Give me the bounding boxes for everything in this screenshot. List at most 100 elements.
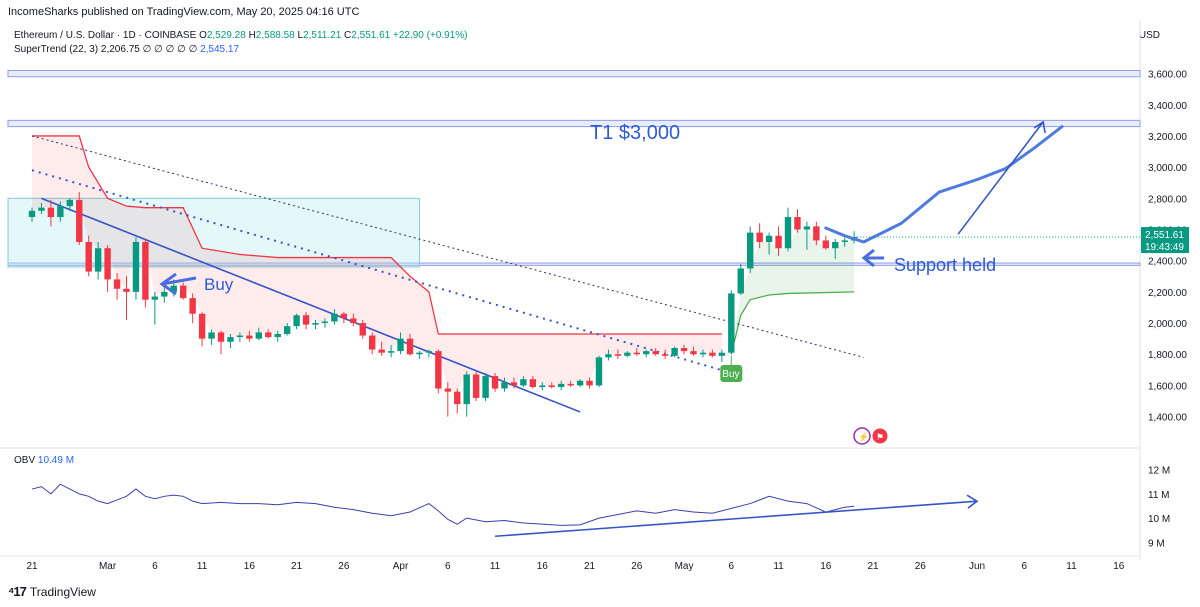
candle-body	[643, 351, 650, 355]
candle-body	[66, 199, 73, 207]
candle-body	[605, 354, 612, 358]
candle-body	[198, 313, 206, 339]
descending-trendline	[41, 197, 581, 413]
high-value: 2,588.58	[255, 30, 295, 41]
price-tick-label: 2,400.00	[1148, 257, 1187, 268]
candle-body	[794, 217, 801, 230]
close-value: 2,551.61	[351, 30, 391, 41]
candle-body	[369, 335, 376, 350]
lightning-glyph-icon: ⚡	[858, 431, 869, 443]
candle-body	[558, 383, 565, 387]
time-tick-label: 21	[26, 561, 38, 572]
obv-tick-label: 12 M	[1148, 466, 1170, 477]
supertrend-red-fill	[32, 135, 722, 392]
price-tick-label: 3,000.00	[1148, 163, 1187, 174]
candle-body	[293, 315, 300, 327]
candle-body	[151, 296, 159, 300]
time-tick-label: 16	[537, 561, 549, 572]
candle-body	[161, 291, 168, 297]
time-tick-label: 11	[1066, 561, 1077, 572]
candle-body	[775, 235, 782, 249]
candle-body	[387, 351, 395, 353]
close-label: C	[344, 30, 352, 41]
candle-body	[567, 383, 574, 386]
candle-body	[28, 210, 36, 218]
footer-brand[interactable]: ⁴17 TradingView	[8, 584, 96, 599]
candle-body	[765, 235, 773, 242]
buy-arrow-icon	[161, 276, 197, 286]
candle-body	[661, 354, 669, 356]
candle-body	[76, 199, 83, 242]
obv-tick-label: 10 M	[1148, 514, 1170, 525]
last-price-badge[interactable]	[1141, 227, 1189, 254]
time-tick-label: May	[675, 561, 694, 572]
candle-body	[501, 382, 508, 389]
time-tick-label: 21	[291, 561, 303, 572]
candle-body	[113, 279, 121, 289]
candle-body	[397, 338, 404, 352]
price-tick-label: 2,200.00	[1148, 288, 1187, 299]
candle-body	[784, 217, 792, 249]
price-tick-label: 1,600.00	[1148, 381, 1187, 392]
brand-name: TradingView	[29, 584, 96, 599]
supertrend-name[interactable]: SuperTrend (22, 3)	[14, 44, 99, 55]
time-tick-label: Mar	[99, 561, 117, 572]
time-tick-label: 11	[197, 561, 208, 572]
candle-body	[425, 351, 433, 353]
low-value: 2,511.21	[303, 30, 342, 41]
high-label: H	[248, 30, 256, 41]
obv-name[interactable]: OBV	[14, 455, 36, 466]
dotted-trendline-blue	[31, 169, 732, 374]
event-lightning-icon[interactable]	[853, 427, 871, 445]
obv-legend: OBV 10.49 M	[14, 455, 74, 466]
candle-body	[652, 351, 659, 355]
candle-body	[378, 349, 385, 353]
candle-body	[227, 337, 234, 342]
open-value: 2,529.28	[206, 30, 246, 41]
low-label: L	[297, 30, 304, 41]
candle-body	[265, 332, 272, 338]
candle-body	[189, 298, 196, 314]
candle-body	[520, 379, 527, 386]
candle-body	[832, 241, 839, 249]
target-annotation: T1 $3,000	[590, 122, 680, 144]
resistance-band-1	[7, 69, 1141, 78]
change-value: +22.90 (+0.91%)	[393, 30, 468, 41]
candle-body	[104, 248, 111, 280]
countdown-label: 19:43:49	[1145, 242, 1184, 253]
candle-body	[236, 335, 244, 338]
candle-body	[312, 323, 319, 325]
time-tick-label: Apr	[393, 561, 409, 572]
candle-body	[709, 352, 716, 356]
event-flag-icon[interactable]	[871, 427, 889, 445]
projection-arrow-head	[1033, 120, 1046, 134]
candle-body	[539, 385, 546, 387]
buy-signal-label: Buy	[722, 369, 739, 380]
time-tick-label: 6	[445, 561, 451, 572]
candle-body	[283, 326, 291, 334]
candle-body	[728, 293, 735, 353]
support-annotation: Support held	[894, 255, 996, 275]
obv-tick-label: 9 M	[1148, 538, 1165, 549]
candle-body	[85, 241, 92, 272]
candle-body	[38, 207, 45, 211]
symbol-name[interactable]: Ethereum / U.S. Dollar · 1D · COINBASE	[14, 30, 197, 41]
projection-path	[824, 125, 1064, 244]
candle-body	[747, 232, 754, 269]
currency-label[interactable]: USD	[1138, 30, 1160, 41]
time-tick-label: 26	[338, 561, 350, 572]
flag-glyph-icon: ⚑	[876, 432, 884, 442]
candle-body	[94, 248, 102, 272]
obv-value: 10.49 M	[37, 455, 75, 466]
price-tick-label: 2,000.00	[1148, 319, 1187, 330]
candle-body	[274, 333, 281, 338]
time-tick-label: 11	[490, 561, 501, 572]
candle-body	[142, 241, 149, 300]
buy-signal-badge[interactable]	[720, 364, 743, 382]
candle-body	[255, 332, 262, 339]
candle-body	[633, 352, 640, 355]
candle-body	[321, 321, 329, 324]
tradingview-logo-icon: ⁴17	[8, 584, 27, 599]
resistance-band-2	[7, 119, 1141, 128]
